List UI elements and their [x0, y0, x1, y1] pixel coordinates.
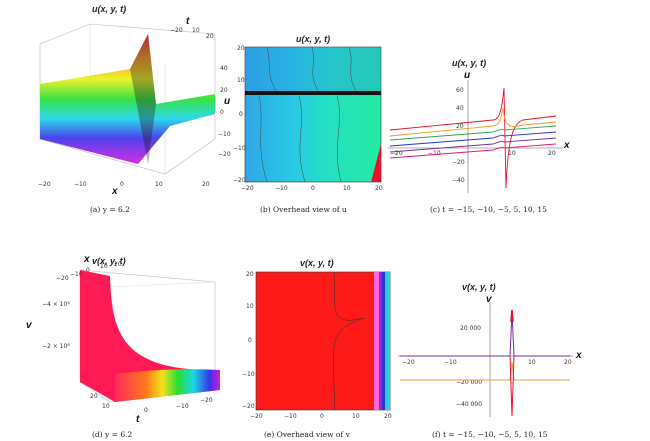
panel-a-t-label: t	[186, 16, 190, 27]
svg-text:0: 0	[220, 109, 224, 116]
svg-text:−10: −10	[284, 413, 297, 420]
svg-text:−20: −20	[250, 413, 263, 420]
svg-text:0: 0	[239, 111, 243, 118]
svg-text:20: 20	[548, 150, 556, 157]
svg-text:20: 20	[206, 33, 214, 40]
svg-text:10: 10	[237, 77, 245, 84]
svg-text:10: 10	[352, 413, 360, 420]
panel-e-title: v(x, y, t)	[300, 258, 334, 268]
svg-text:−10: −10	[444, 359, 457, 366]
svg-text:20: 20	[456, 123, 464, 130]
panel-d-caption: (d) y = 6.2	[92, 430, 133, 439]
svg-text:20 000: 20 000	[460, 325, 481, 332]
svg-text:20: 20	[375, 185, 383, 192]
panel-e-contour-plot: 20 10 0 −10 −20 −20 −10 0 10 20	[242, 271, 392, 420]
svg-text:−20: −20	[242, 403, 255, 410]
svg-text:−40: −40	[452, 177, 465, 184]
svg-text:−10: −10	[176, 403, 189, 410]
panel-c-line-plot: u x 60 40 20 −20 −40 −20 −10 10 20	[388, 70, 570, 193]
panel-d-t-label: t	[136, 414, 140, 425]
svg-text:40: 40	[456, 105, 464, 112]
svg-text:−20: −20	[390, 150, 403, 157]
svg-text:0: 0	[320, 413, 324, 420]
panel-f-y-label: v	[486, 294, 493, 305]
svg-text:−10: −10	[242, 371, 255, 378]
svg-text:−10: −10	[70, 271, 83, 278]
svg-text:0: 0	[248, 337, 252, 344]
svg-text:10: 10	[192, 27, 200, 34]
svg-text:40: 40	[220, 65, 228, 72]
panel-a-caption: (a) y = 6.2	[90, 205, 130, 214]
svg-text:−2 × 10⁶: −2 × 10⁶	[42, 343, 70, 350]
svg-text:−10: −10	[218, 131, 231, 138]
panel-d-x-label: x	[83, 254, 90, 265]
svg-text:0: 0	[120, 181, 124, 188]
svg-text:−20: −20	[56, 275, 69, 282]
panel-f-title: v(x, y, t)	[462, 282, 496, 292]
svg-text:20: 20	[384, 413, 392, 420]
svg-text:−40 000: −40 000	[456, 401, 482, 408]
svg-text:−20 000: −20 000	[456, 379, 482, 386]
svg-text:10: 10	[100, 263, 108, 270]
svg-text:20: 20	[564, 359, 572, 366]
panel-d-z-label: v	[26, 320, 33, 331]
svg-text:20: 20	[237, 45, 245, 52]
svg-text:−10: −10	[275, 185, 288, 192]
panel-f-caption: (f) t = −15, −10, −5, 5, 10, 15	[432, 430, 548, 439]
svg-text:10: 10	[155, 181, 163, 188]
svg-text:20: 20	[220, 87, 228, 94]
svg-text:−20: −20	[241, 185, 254, 192]
svg-text:−10: −10	[428, 150, 441, 157]
panel-b-title: u(x, y, t)	[296, 34, 331, 44]
svg-text:−4 × 10⁶: −4 × 10⁶	[42, 301, 70, 308]
svg-text:−20: −20	[170, 27, 183, 34]
svg-text:20: 20	[202, 181, 210, 188]
svg-text:60: 60	[456, 87, 464, 94]
panel-d-title: v(x, y, t)	[92, 256, 126, 266]
svg-text:0: 0	[86, 267, 90, 274]
svg-text:0: 0	[144, 407, 148, 414]
svg-text:−20: −20	[402, 359, 415, 366]
svg-text:10: 10	[528, 359, 536, 366]
panel-b-contour-plot: 20 10 0 −10 −20 −20 −10 0 10 20	[233, 45, 383, 192]
panel-a-title: u(x, y, t)	[92, 4, 127, 14]
svg-text:20: 20	[114, 261, 122, 268]
svg-text:20: 20	[246, 271, 254, 278]
svg-text:20: 20	[90, 393, 98, 400]
panel-a-z-label: u	[224, 96, 230, 107]
svg-text:−20: −20	[452, 159, 465, 166]
panel-f-x-label: x	[575, 350, 582, 361]
svg-text:−10: −10	[74, 181, 87, 188]
panel-f-line-plot: v x 20 000 −20 000 −40 000 −20 −10 10 20	[398, 294, 582, 417]
panel-c-x-label: x	[563, 140, 570, 151]
svg-text:−20: −20	[233, 177, 246, 184]
panel-d-3d-plot: −20 −10 0 10 20 x −4 × 10⁶ −2 × 10⁶ v 20…	[26, 254, 220, 425]
panel-c-caption: (c) t = −15, −10, −5, 5, 10, 15	[430, 205, 547, 214]
svg-text:−20: −20	[200, 397, 213, 404]
svg-text:−10: −10	[233, 145, 246, 152]
panel-c-title: u(x, y, t)	[452, 58, 487, 68]
svg-text:−20: −20	[218, 151, 231, 158]
panel-e-caption: (e) Overhead view of v	[264, 430, 350, 439]
panel-a-x-label: x	[111, 186, 118, 197]
svg-text:10: 10	[508, 150, 516, 157]
svg-text:−20: −20	[38, 181, 51, 188]
svg-text:10: 10	[246, 303, 254, 310]
panel-b-caption: (b) Overhead view of u	[260, 205, 347, 214]
svg-text:0: 0	[311, 185, 315, 192]
svg-text:10: 10	[102, 403, 110, 410]
panel-c-y-label: u	[464, 70, 470, 81]
panel-a-3d-plot: −20 −10 0 10 20 x −20 10 20 t 40 20 0 −1…	[38, 16, 231, 197]
svg-text:10: 10	[343, 185, 351, 192]
